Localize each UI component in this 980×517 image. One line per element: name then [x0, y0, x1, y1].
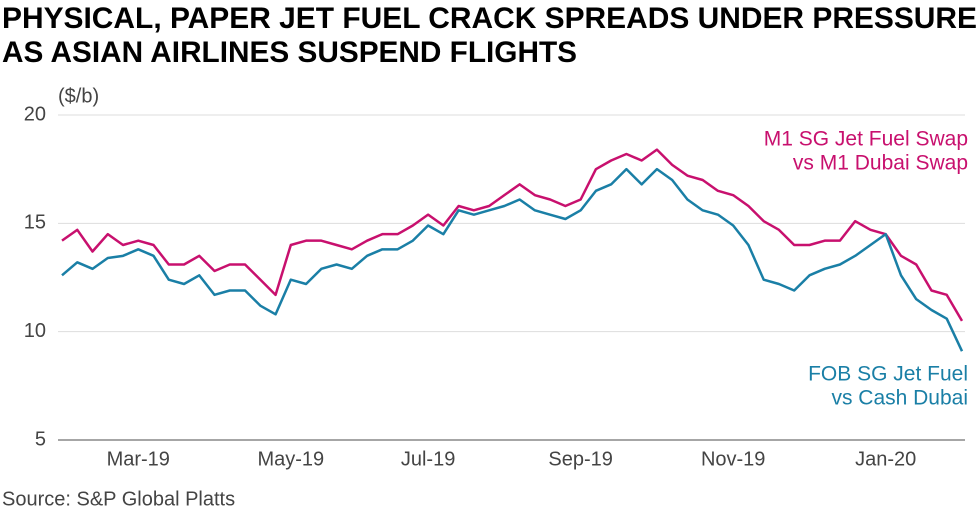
- x-tick-label: Jul-19: [401, 448, 455, 470]
- y-tick-label: 20: [24, 103, 46, 125]
- line-series: [61, 167, 964, 352]
- y-axis-label: ($/b): [58, 85, 99, 107]
- y-tick-label: 15: [24, 212, 46, 234]
- series-label: vs M1 Dubai Swap: [793, 152, 968, 175]
- source: Source: S&P Global Platts: [2, 488, 235, 510]
- y-tick-label: 10: [24, 320, 46, 342]
- x-tick-label: Nov-19: [701, 448, 765, 470]
- chart-title: AS ASIAN AIRLINES SUSPEND FLIGHTS: [2, 36, 577, 69]
- y-tick-label: 5: [35, 428, 46, 450]
- series-label: M1 SG Jet Fuel Swap: [764, 128, 968, 151]
- x-tick-label: Jan-20: [855, 448, 916, 470]
- x-tick-label: Sep-19: [548, 448, 613, 470]
- line-series: [61, 148, 964, 322]
- series-label: FOB SG Jet Fuel: [808, 363, 968, 386]
- x-tick-label: Mar-19: [107, 448, 170, 470]
- chart-title: PHYSICAL, PAPER JET FUEL CRACK SPREADS U…: [2, 2, 977, 35]
- series-label: vs Cash Dubai: [831, 387, 968, 410]
- x-tick-label: May-19: [257, 448, 324, 470]
